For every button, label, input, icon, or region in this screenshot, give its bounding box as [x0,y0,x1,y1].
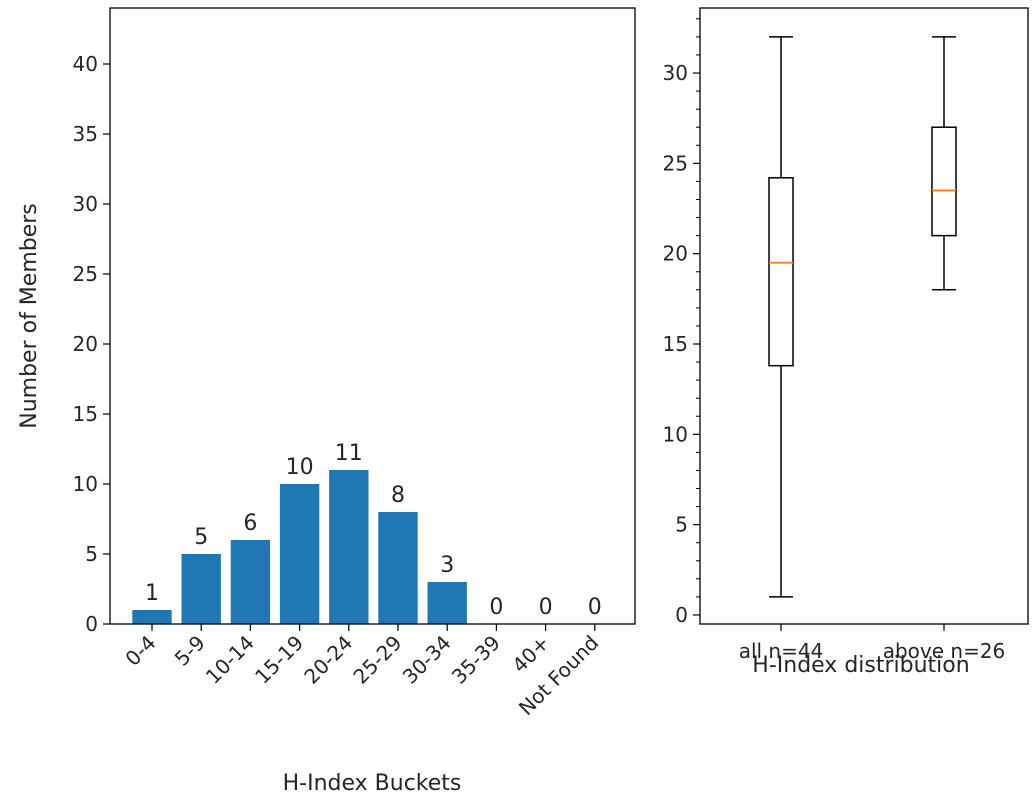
bar-y-tick-label: 35 [73,122,98,146]
bar-marks: 1 5 6 10 11 8 3 0 0 0 [132,441,602,624]
bar-data-label: 3 [440,553,454,578]
bar-data-label: 10 [286,455,314,480]
bar [329,470,369,624]
bar-x-tick-label: 35-39 [447,631,505,689]
box-y-tick-label: 25 [663,151,688,175]
bar-data-label: 5 [194,525,208,550]
box-y-tick-label: 5 [675,513,688,537]
box-plot-frame [699,7,1029,625]
bar-y-tick-label: 20 [73,332,98,356]
bar-data-label: 0 [539,595,553,620]
box-x-tick-label: all n=44 [739,639,824,663]
box-chart: 0 5 10 15 20 25 30 all n=44 above n=26 H-Index … [663,7,1029,678]
bar-data-label: 0 [489,595,503,620]
bar-y-tick-label: 25 [73,262,98,286]
box-y-tick-label: 0 [675,603,688,627]
bar-y-axis-ticks: 0 5 10 15 20 25 30 35 40 [73,52,110,636]
bar [427,582,467,624]
bar [279,484,320,624]
bar-y-tick-label: 15 [73,402,98,426]
bar-y-axis-label: Number of Members [17,203,42,429]
box-x-tick-label: above n=26 [883,639,1006,663]
box-x-axis-label: H-Index distribution [752,653,969,678]
bar-plot-frame [109,7,636,625]
bar-data-label: 6 [243,511,257,536]
bar [132,610,172,624]
bar-y-tick-label: 0 [85,612,98,636]
bar-y-tick-label: 5 [85,542,98,566]
bar [378,512,418,624]
bar-x-tick-label: 0-4 [120,631,160,671]
box-y-axis-ticks: 0 5 10 15 20 25 30 [663,18,700,627]
bar-x-tick-label: 5-9 [170,631,210,671]
bar-x-tick-label: 10-14 [201,631,259,689]
box-y-tick-label: 15 [663,332,688,356]
bar-y-tick-label: 40 [73,52,98,76]
bar-y-tick-label: 30 [73,192,98,216]
box-iqr [768,177,794,367]
bar [181,554,221,624]
bar-data-label: 8 [391,483,405,508]
box-y-tick-label: 10 [663,422,688,446]
bar-x-tick-label: 25-29 [348,631,406,689]
box-marks [768,36,957,598]
box-iqr [931,126,957,237]
bar-x-tick-label: 30-34 [398,631,456,689]
bar-x-tick-label: 20-24 [299,631,357,689]
box-x-axis-ticks: all n=44 above n=26 [739,624,1006,663]
bar-x-tick-label: 15-19 [250,631,308,689]
bar [230,540,271,624]
bar-y-tick-label: 10 [73,472,98,496]
bar-x-axis-label: H-Index Buckets [283,771,462,796]
box-y-tick-label: 30 [663,61,688,85]
bar-data-label: 0 [588,595,602,620]
bar-data-label: 1 [145,581,159,606]
box-y-tick-label: 20 [663,242,688,266]
bar-data-label: 11 [335,441,363,466]
